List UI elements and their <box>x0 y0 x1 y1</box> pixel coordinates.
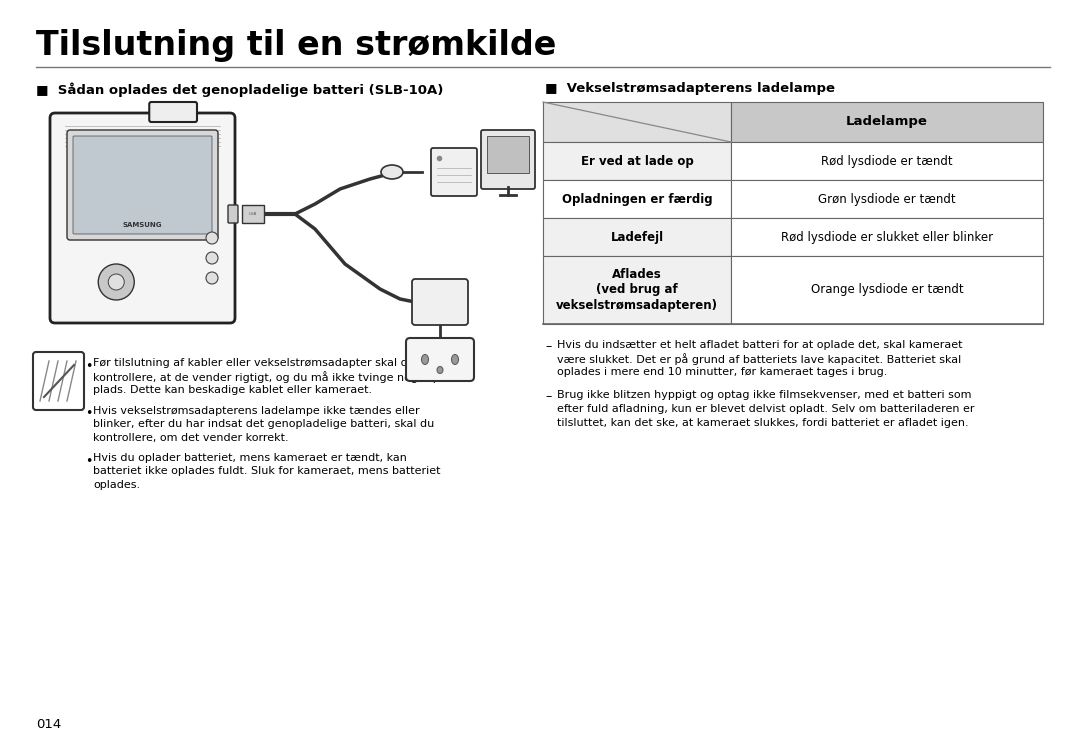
Text: USB: USB <box>248 212 257 216</box>
Ellipse shape <box>451 354 459 365</box>
Text: Før tilslutning af kabler eller vekselstrømsadapter skal du: Før tilslutning af kabler eller vekselst… <box>93 358 415 368</box>
Bar <box>731 102 1043 142</box>
Text: efter fuld afladning, kun er blevet delvist opladt. Selv om batteriladeren er: efter fuld afladning, kun er blevet delv… <box>557 404 974 414</box>
Text: •: • <box>85 360 93 373</box>
Circle shape <box>206 232 218 244</box>
Circle shape <box>206 272 218 284</box>
Bar <box>543 218 731 256</box>
Bar <box>242 205 264 223</box>
FancyBboxPatch shape <box>406 338 474 381</box>
Text: •: • <box>85 407 93 421</box>
Text: Brug ikke blitzen hyppigt og optag ikke filmsekvenser, med et batteri som: Brug ikke blitzen hyppigt og optag ikke … <box>557 390 972 401</box>
Text: Hvis du indsætter et helt afladet batteri for at oplade det, skal kameraet: Hvis du indsætter et helt afladet batter… <box>557 340 962 350</box>
Circle shape <box>108 274 124 290</box>
Text: batteriet ikke oplades fuldt. Sluk for kameraet, mens batteriet: batteriet ikke oplades fuldt. Sluk for k… <box>93 466 441 477</box>
Text: oplades i mere end 10 minutter, før kameraet tages i brug.: oplades i mere end 10 minutter, før kame… <box>557 367 888 377</box>
FancyBboxPatch shape <box>481 130 535 189</box>
Text: være slukket. Det er på grund af batteriets lave kapacitet. Batteriet skal: være slukket. Det er på grund af batteri… <box>557 354 961 366</box>
Ellipse shape <box>437 366 443 374</box>
Text: Aflades: Aflades <box>612 269 662 281</box>
Ellipse shape <box>421 354 429 365</box>
Text: Rød lysdiode er slukket eller blinker: Rød lysdiode er slukket eller blinker <box>781 231 994 243</box>
Bar <box>731 142 1043 180</box>
FancyBboxPatch shape <box>228 205 238 223</box>
Text: SAMSUNG: SAMSUNG <box>123 222 162 228</box>
Text: tilsluttet, kan det ske, at kameraet slukkes, fordi batteriet er afladet igen.: tilsluttet, kan det ske, at kameraet slu… <box>557 418 969 427</box>
Text: Hvis du oplader batteriet, mens kameraet er tændt, kan: Hvis du oplader batteriet, mens kameraet… <box>93 453 407 463</box>
FancyBboxPatch shape <box>67 130 218 240</box>
Text: ■  Vekselstrømsadapterens ladelampe: ■ Vekselstrømsadapterens ladelampe <box>545 82 835 95</box>
Text: kontrollere, at de vender rigtigt, og du må ikke tvinge noget på: kontrollere, at de vender rigtigt, og du… <box>93 372 447 383</box>
Bar <box>543 256 731 324</box>
Text: plads. Dette kan beskadige kablet eller kameraet.: plads. Dette kan beskadige kablet eller … <box>93 385 373 395</box>
Ellipse shape <box>381 165 403 179</box>
Text: (ved brug af: (ved brug af <box>596 283 678 296</box>
Bar <box>731 218 1043 256</box>
Bar <box>731 180 1043 218</box>
Text: 014: 014 <box>36 718 62 731</box>
Text: –: – <box>545 390 551 404</box>
Text: •: • <box>85 455 93 468</box>
Text: Tilslutning til en strømkilde: Tilslutning til en strømkilde <box>36 29 556 62</box>
Bar <box>731 256 1043 324</box>
FancyBboxPatch shape <box>73 136 212 234</box>
FancyBboxPatch shape <box>50 113 235 323</box>
Bar <box>543 142 731 180</box>
Circle shape <box>206 252 218 264</box>
Text: –: – <box>545 340 551 353</box>
Text: Hvis vekselstrømsadapterens ladelampe ikke tændes eller: Hvis vekselstrømsadapterens ladelampe ik… <box>93 406 420 416</box>
Bar <box>543 180 731 218</box>
Text: oplades.: oplades. <box>93 480 140 490</box>
Text: Rød lysdiode er tændt: Rød lysdiode er tændt <box>821 154 953 168</box>
Text: kontrollere, om det vender korrekt.: kontrollere, om det vender korrekt. <box>93 433 288 442</box>
Bar <box>543 102 731 142</box>
FancyBboxPatch shape <box>33 352 84 410</box>
Text: Ladefejl: Ladefejl <box>610 231 663 243</box>
FancyBboxPatch shape <box>149 102 197 122</box>
Text: blinker, efter du har indsat det genopladelige batteri, skal du: blinker, efter du har indsat det genopla… <box>93 419 434 429</box>
Text: Opladningen er færdig: Opladningen er færdig <box>562 192 713 205</box>
Text: Ladelampe: Ladelampe <box>846 116 928 128</box>
Text: ■  Sådan oplades det genopladelige batteri (SLB-10A): ■ Sådan oplades det genopladelige batter… <box>36 82 444 96</box>
FancyBboxPatch shape <box>411 279 468 325</box>
Bar <box>487 136 529 173</box>
Text: Orange lysdiode er tændt: Orange lysdiode er tændt <box>811 283 963 296</box>
Text: Grøn lysdiode er tændt: Grøn lysdiode er tændt <box>819 192 956 205</box>
FancyBboxPatch shape <box>431 148 477 196</box>
Circle shape <box>98 264 134 300</box>
Text: vekselstrømsadapteren): vekselstrømsadapteren) <box>556 298 718 312</box>
Text: Er ved at lade op: Er ved at lade op <box>581 154 693 168</box>
